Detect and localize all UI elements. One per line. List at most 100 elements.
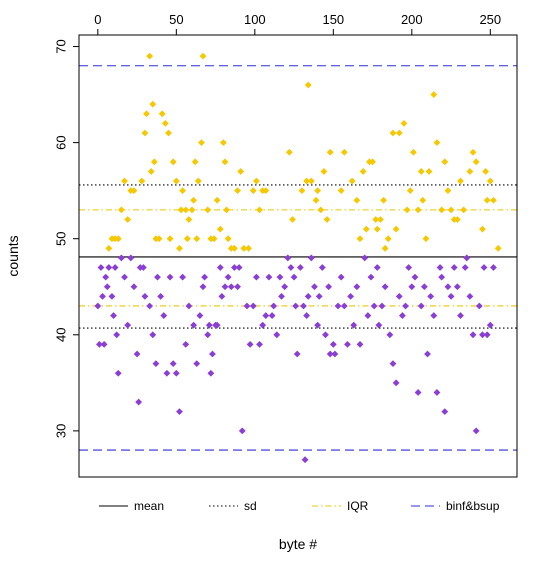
- data-point: [138, 177, 146, 185]
- y-tick-label: 40: [54, 328, 69, 342]
- data-point: [193, 360, 201, 368]
- data-point: [395, 129, 403, 137]
- data-point: [436, 264, 444, 271]
- data-point: [400, 120, 408, 127]
- data-point: [398, 312, 406, 319]
- data-point: [111, 264, 119, 271]
- data-point: [460, 206, 468, 214]
- data-point: [296, 264, 304, 271]
- data-point: [483, 196, 491, 204]
- data-point: [463, 254, 471, 262]
- data-point: [356, 235, 364, 243]
- data-point: [466, 292, 474, 300]
- data-point: [425, 168, 433, 175]
- data-point: [361, 254, 369, 262]
- data-point: [105, 264, 113, 271]
- data-point: [201, 273, 208, 281]
- data-point: [414, 389, 422, 396]
- data-point: [433, 389, 441, 396]
- reference-lines: [79, 65, 517, 451]
- data-point: [113, 331, 121, 339]
- data-point: [216, 264, 224, 271]
- data-point: [157, 292, 165, 300]
- data-point: [447, 206, 455, 214]
- data-point: [293, 350, 301, 358]
- data-point: [163, 369, 171, 377]
- data-point: [479, 225, 486, 233]
- legend-label: mean: [134, 499, 164, 513]
- data-point: [243, 302, 251, 310]
- data-point: [389, 129, 397, 137]
- data-point: [311, 283, 318, 291]
- data-point: [287, 264, 295, 271]
- data-point: [300, 302, 307, 310]
- data-point: [359, 168, 367, 175]
- data-point: [268, 312, 276, 319]
- data-point: [209, 350, 216, 358]
- data-point: [303, 312, 311, 319]
- data-point: [490, 264, 497, 271]
- data-point: [417, 168, 425, 175]
- data-point: [221, 158, 229, 166]
- data-point: [213, 321, 221, 329]
- x-tick-label: 150: [322, 12, 344, 27]
- data-point: [326, 148, 334, 156]
- data-point: [190, 321, 198, 329]
- data-point: [124, 321, 132, 329]
- data-point: [304, 292, 312, 300]
- data-point: [406, 187, 414, 195]
- data-point: [249, 302, 257, 310]
- data-point: [381, 283, 389, 291]
- data-point: [207, 369, 215, 377]
- data-point: [149, 331, 157, 339]
- data-point: [472, 158, 480, 166]
- data-point: [223, 206, 230, 214]
- data-point: [221, 283, 229, 291]
- data-point: [318, 264, 326, 271]
- data-point: [353, 283, 361, 291]
- data-point: [340, 302, 348, 310]
- data-point: [182, 341, 190, 348]
- data-point: [457, 177, 464, 185]
- x-tick-label: 250: [479, 12, 501, 27]
- x-tick-label: 100: [244, 12, 266, 27]
- data-point: [240, 244, 248, 252]
- data-point: [199, 283, 207, 291]
- data-point: [322, 331, 329, 339]
- data-point: [479, 331, 486, 339]
- data-point: [172, 369, 180, 377]
- data-point: [105, 244, 113, 252]
- data-point: [121, 177, 128, 185]
- data-point: [262, 312, 270, 319]
- data-point: [154, 273, 161, 281]
- data-point: [326, 350, 334, 358]
- data-point: [141, 292, 149, 300]
- data-point: [199, 52, 207, 60]
- data-point: [227, 283, 235, 291]
- data-point: [185, 216, 193, 223]
- data-point: [411, 273, 419, 281]
- data-point: [301, 456, 309, 464]
- x-tick-label: 50: [169, 12, 183, 27]
- data-point: [303, 177, 311, 185]
- data-point: [317, 206, 325, 214]
- data-point: [231, 244, 238, 252]
- data-point: [441, 408, 449, 416]
- data-point: [329, 341, 337, 348]
- data-point: [475, 302, 483, 310]
- data-point: [165, 129, 172, 137]
- data-point: [430, 91, 438, 98]
- data-point: [347, 292, 354, 300]
- data-point: [367, 273, 375, 281]
- data-point: [210, 235, 218, 243]
- data-point: [290, 273, 298, 281]
- data-point: [353, 196, 361, 204]
- data-point: [480, 264, 488, 271]
- plot-frame: [78, 34, 518, 478]
- data-point: [152, 360, 160, 368]
- data-point: [256, 341, 263, 348]
- data-point: [469, 148, 477, 156]
- data-point: [224, 273, 232, 281]
- data-point: [196, 312, 204, 319]
- data-point: [364, 312, 372, 319]
